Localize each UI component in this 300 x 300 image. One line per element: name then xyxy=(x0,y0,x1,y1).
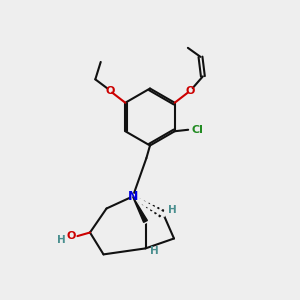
Text: H: H xyxy=(57,235,66,245)
Text: H: H xyxy=(149,246,158,256)
Text: O: O xyxy=(67,231,76,241)
Text: O: O xyxy=(105,86,114,96)
Text: O: O xyxy=(186,86,195,96)
Polygon shape xyxy=(133,196,147,222)
Text: N: N xyxy=(128,190,138,203)
Text: H: H xyxy=(167,205,176,215)
Text: Cl: Cl xyxy=(192,125,204,135)
